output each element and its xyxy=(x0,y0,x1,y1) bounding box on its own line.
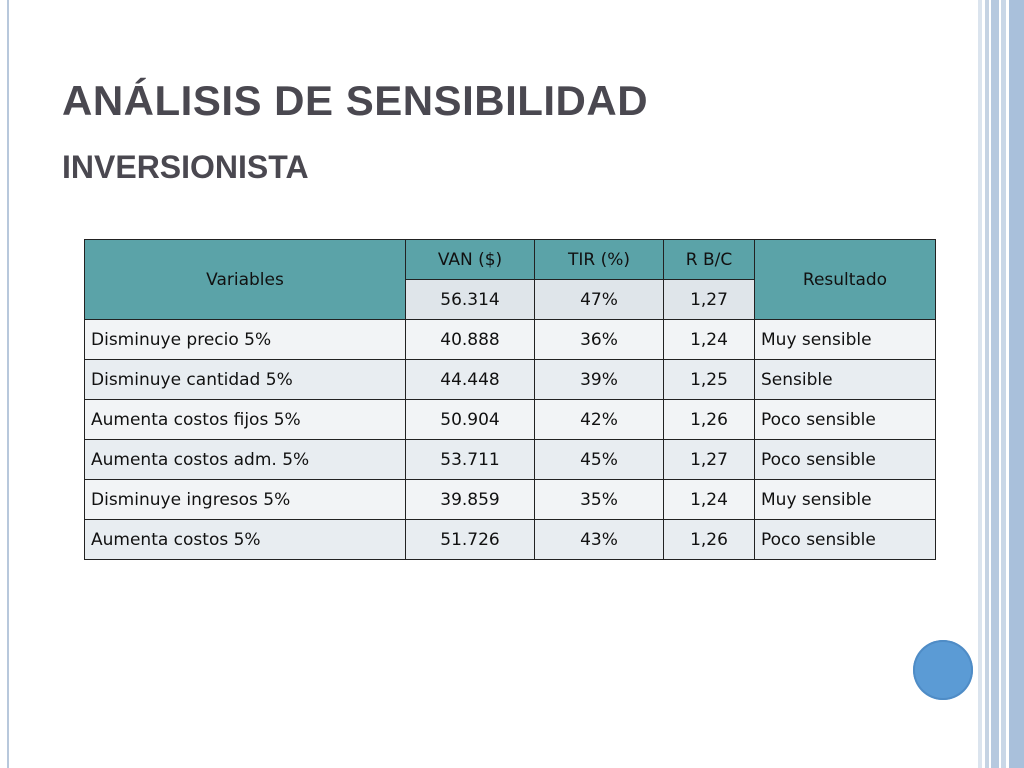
base-rbc: 1,27 xyxy=(663,279,755,320)
header-resultado: Resultado xyxy=(754,239,936,320)
cell-variable: Disminuye precio 5% xyxy=(84,319,406,360)
table-row: Disminuye cantidad 5% 44.448 39% 1,25 Se… xyxy=(84,359,936,400)
header-variables: Variables xyxy=(84,239,406,320)
cell-tir: 39% xyxy=(534,359,664,400)
table-row: Aumenta costos fijos 5% 50.904 42% 1,26 … xyxy=(84,399,936,440)
cell-resultado: Poco sensible xyxy=(754,399,936,440)
header-tir: TIR (%) xyxy=(534,239,664,280)
cell-variable: Aumenta costos fijos 5% xyxy=(84,399,406,440)
cell-tir: 45% xyxy=(534,439,664,480)
slide-subtitle: INVERSIONISTA xyxy=(62,149,309,185)
cell-resultado: Muy sensible xyxy=(754,479,936,520)
cell-resultado: Sensible xyxy=(754,359,936,400)
cell-resultado: Poco sensible xyxy=(754,519,936,560)
cell-variable: Aumenta costos 5% xyxy=(84,519,406,560)
header-rbc: R B/C xyxy=(663,239,755,280)
cell-van: 51.726 xyxy=(405,519,535,560)
cell-rbc: 1,27 xyxy=(663,439,755,480)
sensitivity-table: Variables VAN ($) TIR (%) R B/C Resultad… xyxy=(84,239,936,560)
cell-rbc: 1,24 xyxy=(663,319,755,360)
table-header-row: Variables VAN ($) TIR (%) R B/C Resultad… xyxy=(84,239,936,320)
table-row: Disminuye precio 5% 40.888 36% 1,24 Muy … xyxy=(84,319,936,360)
cell-resultado: Poco sensible xyxy=(754,439,936,480)
cell-rbc: 1,26 xyxy=(663,519,755,560)
cell-rbc: 1,25 xyxy=(663,359,755,400)
cell-tir: 35% xyxy=(534,479,664,520)
cell-van: 44.448 xyxy=(405,359,535,400)
cell-tir: 36% xyxy=(534,319,664,360)
cell-van: 40.888 xyxy=(405,319,535,360)
table-row: Aumenta costos adm. 5% 53.711 45% 1,27 P… xyxy=(84,439,936,480)
base-van: 56.314 xyxy=(405,279,535,320)
cell-van: 50.904 xyxy=(405,399,535,440)
left-border-line xyxy=(7,0,9,768)
table-base-values-row: 56.314 47% 1,27 xyxy=(85,279,936,320)
cell-variable: Aumenta costos adm. 5% xyxy=(84,439,406,480)
cell-van: 53.711 xyxy=(405,439,535,480)
cell-resultado: Muy sensible xyxy=(754,319,936,360)
header-van: VAN ($) xyxy=(405,239,535,280)
table-row: Disminuye ingresos 5% 39.859 35% 1,24 Mu… xyxy=(84,479,936,520)
cell-variable: Disminuye ingresos 5% xyxy=(84,479,406,520)
decorative-circle xyxy=(913,640,973,700)
cell-tir: 42% xyxy=(534,399,664,440)
slide-title: ANÁLISIS DE SENSIBILIDAD xyxy=(62,77,649,124)
cell-variable: Disminuye cantidad 5% xyxy=(84,359,406,400)
right-decorative-stripes xyxy=(978,0,1024,768)
table-row: Aumenta costos 5% 51.726 43% 1,26 Poco s… xyxy=(84,519,936,560)
cell-van: 39.859 xyxy=(405,479,535,520)
base-tir: 47% xyxy=(534,279,664,320)
cell-rbc: 1,26 xyxy=(663,399,755,440)
cell-rbc: 1,24 xyxy=(663,479,755,520)
cell-tir: 43% xyxy=(534,519,664,560)
